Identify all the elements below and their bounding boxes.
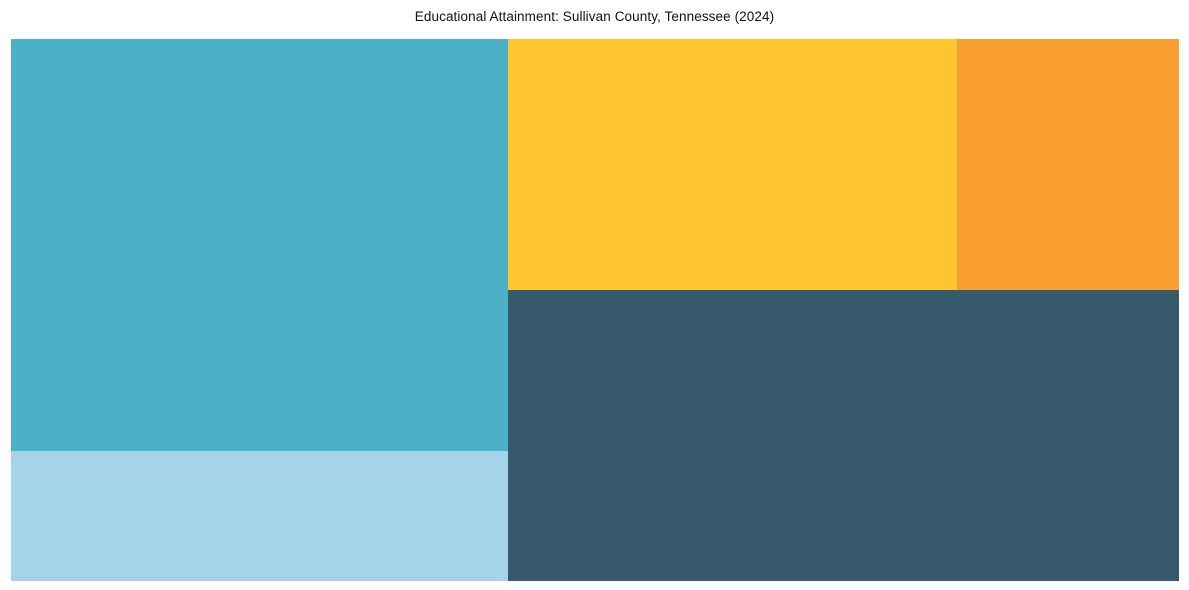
treemap-cell-light-blue (11, 450, 508, 581)
treemap-cell-yellow (507, 39, 958, 290)
treemap-cell-dark-slate (507, 289, 1179, 581)
treemap-cell-orange (957, 39, 1179, 290)
treemap (11, 39, 1179, 581)
chart-title: Educational Attainment: Sullivan County,… (414, 9, 775, 24)
treemap-cell-teal (11, 39, 508, 451)
